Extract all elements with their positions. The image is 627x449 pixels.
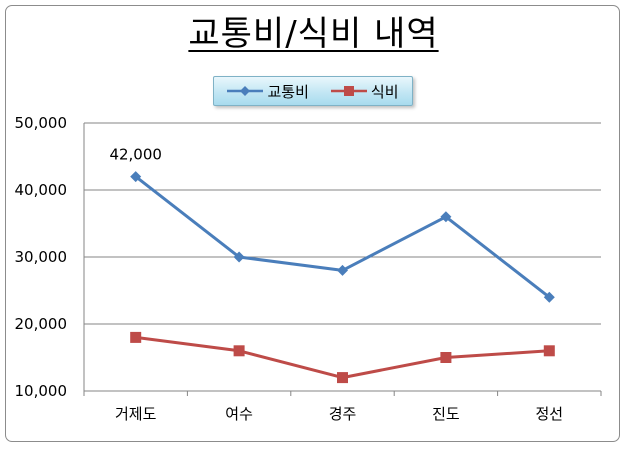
- series-0-point-0: [130, 171, 142, 183]
- x-tick-label-0: 거제도: [115, 405, 157, 423]
- data-label-0: 42,000: [109, 146, 162, 164]
- x-tick-label-4: 정선: [535, 405, 563, 423]
- legend-entry-transport: 교통비: [227, 81, 309, 102]
- y-tick-label-0: 10,000: [15, 382, 68, 400]
- series-1-point-4: [543, 345, 555, 357]
- series-1-point-3: [440, 352, 452, 363]
- legend-key-transport: [227, 86, 264, 96]
- series-1-point-2: [337, 372, 348, 384]
- y-tick-label-2: 30,000: [15, 248, 68, 266]
- x-tick-label-3: 진도: [432, 405, 460, 423]
- legend-key-food: [330, 86, 367, 96]
- y-tick-label-4: 50,000: [15, 114, 68, 132]
- series-1-point-0: [130, 331, 142, 343]
- legend-label-transport: 교통비: [267, 82, 309, 101]
- y-tick-label-3: 40,000: [15, 181, 68, 199]
- legend-label-food: 식비: [370, 82, 399, 101]
- series-0-point-3: [440, 211, 452, 223]
- series-0-point-4: [543, 291, 555, 303]
- chart-title: 교통비/식비 내역: [188, 14, 439, 54]
- series-1-point-1: [233, 345, 245, 357]
- series-line-1: [135, 335, 550, 380]
- series-0-point-1: [233, 251, 245, 263]
- x-tick-label-2: 경주: [329, 405, 357, 423]
- x-tick-label-1: 여수: [225, 405, 253, 423]
- legend-entry-food: 식비: [330, 81, 399, 102]
- legend: 교통비 식비: [213, 76, 413, 106]
- y-tick-label-1: 20,000: [15, 315, 68, 333]
- series-0-point-2: [337, 264, 348, 276]
- series-line-0: [134, 175, 551, 299]
